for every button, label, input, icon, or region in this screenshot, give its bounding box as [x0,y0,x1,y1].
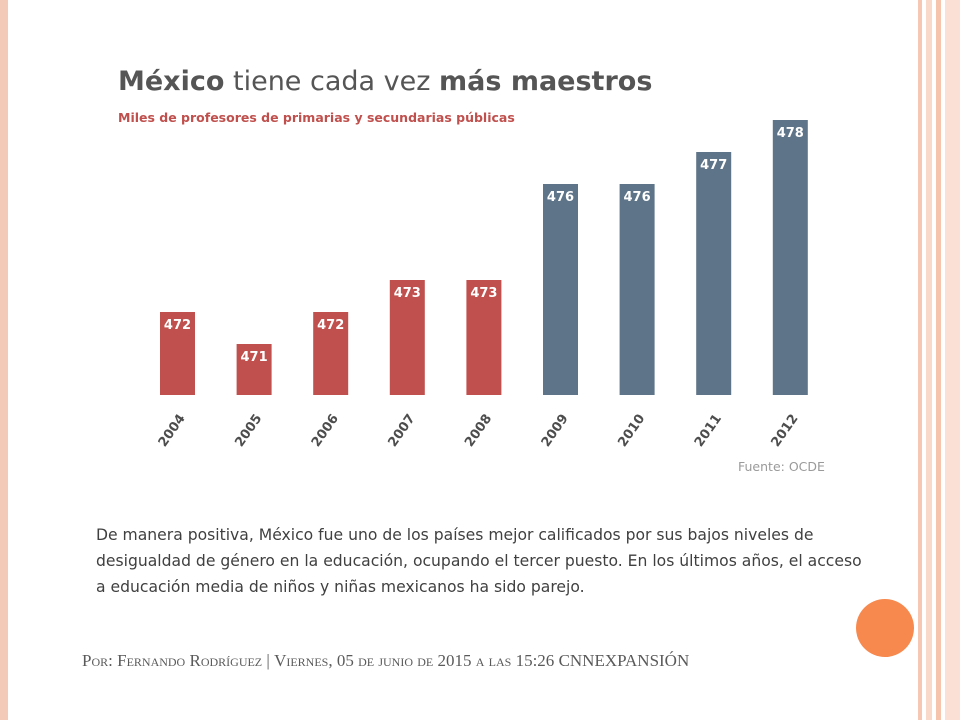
x-tick-label-2005: 2005 [232,412,265,450]
title-middle-part: tiene cada vez [224,66,439,97]
bar-2010 [619,184,655,395]
data-label-2005: 471 [241,350,268,365]
chart-subtitle: Miles de profesores de primarias y secun… [118,110,515,125]
right-border-stripe [918,0,922,720]
data-label-2006: 472 [317,318,344,333]
chart-title: México tiene cada vez más maestros [118,66,652,97]
right-border-stripe [926,0,932,720]
x-tick-label-2012: 2012 [769,412,802,450]
bar-2004 [160,312,195,395]
data-label-2010: 476 [624,190,651,205]
footer-outlet: CNNEXPANSIÓN [558,651,690,670]
bar-2008 [466,280,502,395]
decorative-orange-circle [856,599,914,657]
bar-2006 [313,312,349,395]
x-tick-label-2004: 2004 [156,412,189,450]
title-bold-part: México [118,66,225,97]
footer-date: Viernes, 05 de junio de 2015 a las 15:26 [274,651,559,670]
data-label-2012: 478 [777,126,804,141]
slide-footer: Por: Fernando Rodríguez | Viernes, 05 de… [82,651,689,671]
footer-author: Fernando Rodríguez [117,651,263,670]
footer-separator: | [262,651,275,670]
x-tick-label-2008: 2008 [462,412,495,450]
bar-2012 [772,120,808,395]
data-label-2007: 473 [394,286,421,301]
bar-2005 [236,344,272,395]
bar-2011 [696,152,732,395]
bar-2007 [389,280,425,395]
data-label-2004: 472 [164,318,191,333]
x-tick-label-2011: 2011 [692,412,725,450]
data-label-2011: 477 [700,158,727,173]
data-label-2008: 473 [470,286,497,301]
body-paragraph: De manera positiva, México fue uno de lo… [96,526,862,596]
chart-source: Fuente: OCDE [738,459,825,474]
x-tick-label-2006: 2006 [309,412,342,450]
footer-por: Por: [82,651,118,670]
left-border-decoration [0,0,8,720]
bar-2009 [543,184,578,395]
x-tick-label-2007: 2007 [386,412,419,450]
title-bold-part-2: más maestros [439,66,653,97]
right-border-stripe [945,0,960,720]
right-border-stripe [936,0,941,720]
x-tick-label-2009: 2009 [539,412,572,450]
x-tick-label-2010: 2010 [615,412,648,450]
data-label-2009: 476 [547,190,574,205]
